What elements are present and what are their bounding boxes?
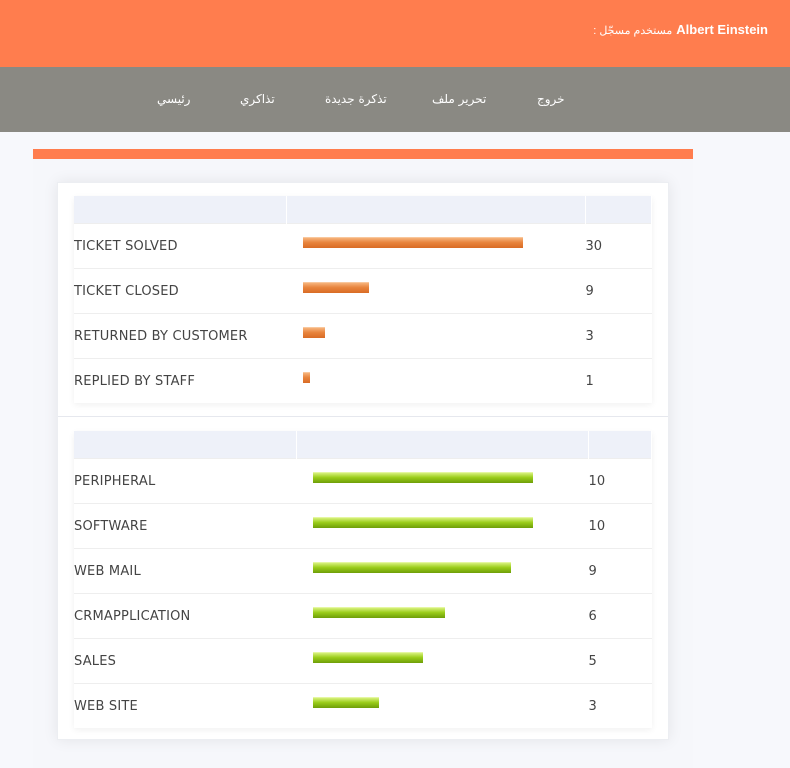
bar-cell bbox=[286, 268, 586, 314]
bar-cell bbox=[296, 683, 589, 728]
content-area: TICKET SOLVED 30 TICKET CLOSED 9 RETURNED BY… bbox=[33, 149, 693, 768]
value-bar bbox=[312, 607, 445, 618]
nav-logout[interactable]: خروج bbox=[537, 92, 565, 106]
header-cell bbox=[286, 196, 587, 224]
row-label: WEB SITE bbox=[74, 683, 297, 728]
header-cell bbox=[74, 196, 288, 224]
row-count: 6 bbox=[588, 593, 652, 639]
stats-card: TICKET SOLVED 30 TICKET CLOSED 9 RETURNED BY… bbox=[57, 182, 669, 740]
bar-cell bbox=[296, 503, 589, 549]
row-label: PERIPHERAL bbox=[74, 458, 297, 504]
row-label: REPLIED BY STAFF bbox=[74, 358, 287, 403]
value-bar bbox=[312, 562, 511, 573]
bar-cell bbox=[286, 313, 586, 359]
header-cell bbox=[588, 431, 652, 459]
header-cell bbox=[296, 431, 590, 459]
table-row: CRMAPPLICATION 6 bbox=[74, 593, 652, 639]
table-header-row bbox=[74, 431, 652, 459]
row-count: 3 bbox=[585, 313, 652, 359]
nav-edit-profile[interactable]: تحرير ملف bbox=[432, 92, 487, 106]
row-label: RETURNED BY CUSTOMER bbox=[74, 313, 287, 359]
value-bar bbox=[302, 237, 523, 248]
nav-new-ticket[interactable]: تذكرة جديدة bbox=[325, 92, 387, 106]
bar-cell bbox=[296, 638, 589, 684]
row-label: CRMAPPLICATION bbox=[74, 593, 297, 639]
row-label: WEB MAIL bbox=[74, 548, 297, 594]
section-divider bbox=[58, 416, 668, 417]
table-row: SALES 5 bbox=[74, 638, 652, 684]
table-row: TICKET CLOSED 9 bbox=[74, 268, 652, 314]
bar-cell bbox=[296, 548, 589, 594]
value-bar bbox=[312, 517, 533, 528]
row-label: TICKET SOLVED bbox=[74, 223, 287, 269]
row-count: 9 bbox=[588, 548, 652, 594]
nav-home[interactable]: رئيسي bbox=[157, 92, 191, 106]
value-bar bbox=[302, 282, 369, 293]
header-cell bbox=[585, 196, 652, 224]
header-bar: : مستخدم مسجّل Albert Einstein bbox=[0, 0, 790, 67]
table-row: RETURNED BY CUSTOMER 3 bbox=[74, 313, 652, 359]
row-count: 5 bbox=[588, 638, 652, 684]
table-row: PERIPHERAL 10 bbox=[74, 458, 652, 504]
table-row: TICKET SOLVED 30 bbox=[74, 223, 652, 269]
table-row: SOFTWARE 10 bbox=[74, 503, 652, 549]
row-label: SALES bbox=[74, 638, 297, 684]
value-bar bbox=[312, 697, 379, 708]
row-label: TICKET CLOSED bbox=[74, 268, 287, 314]
row-count: 1 bbox=[585, 358, 652, 403]
table-row: WEB SITE 3 bbox=[74, 683, 652, 728]
value-bar bbox=[312, 652, 423, 663]
table-row: REPLIED BY STAFF 1 bbox=[74, 358, 652, 403]
bar-cell bbox=[286, 358, 586, 403]
bar-cell bbox=[296, 458, 589, 504]
value-bar bbox=[302, 327, 325, 338]
ticket-status-table: TICKET SOLVED 30 TICKET CLOSED 9 RETURNED BY… bbox=[74, 196, 652, 403]
value-bar bbox=[302, 372, 310, 383]
nav-my-tickets[interactable]: تذاكري bbox=[240, 92, 275, 106]
row-count: 3 bbox=[588, 683, 652, 728]
main-nav: رئيسي تذاكري تذكرة جديدة تحرير ملف خروج bbox=[0, 67, 790, 132]
table-header-row bbox=[74, 196, 652, 224]
logged-in-user: : مستخدم مسجّل Albert Einstein bbox=[593, 22, 768, 37]
table-row: WEB MAIL 9 bbox=[74, 548, 652, 594]
user-name: Albert Einstein bbox=[676, 22, 768, 37]
row-count: 30 bbox=[585, 223, 652, 269]
user-label: : مستخدم مسجّل bbox=[593, 25, 673, 37]
row-label: SOFTWARE bbox=[74, 503, 297, 549]
value-bar bbox=[312, 472, 533, 483]
bar-cell bbox=[296, 593, 589, 639]
row-count: 10 bbox=[588, 458, 652, 504]
accent-strip bbox=[33, 149, 693, 159]
ticket-category-table: PERIPHERAL 10 SOFTWARE 10 WEB MAIL 9 CRMAPPLIC… bbox=[74, 431, 652, 728]
bar-cell bbox=[286, 223, 586, 269]
header-cell bbox=[74, 431, 298, 459]
row-count: 9 bbox=[585, 268, 652, 314]
row-count: 10 bbox=[588, 503, 652, 549]
